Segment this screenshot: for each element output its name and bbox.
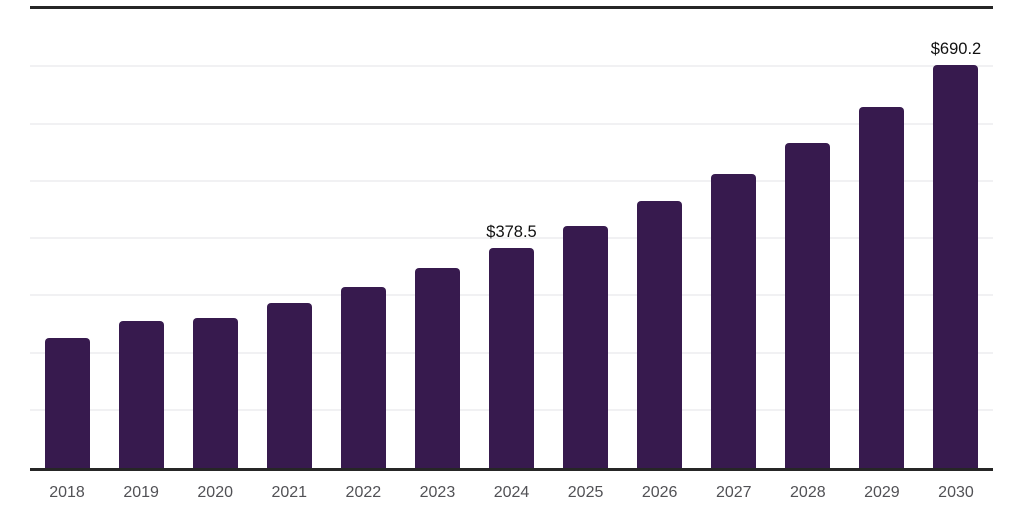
- bar-slot-2024: $378.5: [474, 0, 548, 470]
- bar-slot-2026: [623, 0, 697, 470]
- gridline: [30, 65, 993, 68]
- x-tick-label-2024: 2024: [493, 484, 530, 501]
- x-tick-label-2028: 2028: [790, 484, 826, 501]
- gridline: [30, 179, 993, 182]
- x-tick-label-2026: 2026: [641, 484, 678, 501]
- plot-area: $378.5 $690.2 2018 2019 2020 2021 2022 2023 202…: [30, 0, 993, 512]
- bar-2019: [118, 320, 164, 470]
- bar-slot-2022: [326, 0, 400, 470]
- plot-top-border-line: [30, 6, 993, 9]
- x-tick-label-2029: 2029: [864, 484, 900, 501]
- x-tick-label-2022: 2022: [345, 484, 382, 501]
- bars-container: $378.5 $690.2: [30, 0, 993, 470]
- bar-slot-2030: $690.2: [919, 0, 993, 470]
- bar-slot-2023: [400, 0, 474, 470]
- x-tick-label-2027: 2027: [715, 484, 752, 501]
- x-tick-label-2020: 2020: [197, 484, 233, 501]
- bar-slot-2029: [845, 0, 919, 470]
- bar-slot-2021: [252, 0, 326, 470]
- bar-value-label-2030: $690.2: [930, 39, 982, 58]
- bar-2021: [266, 302, 312, 470]
- x-tick-label-2023: 2023: [419, 484, 456, 501]
- bar-2030: [933, 64, 979, 470]
- x-tick-label-2021: 2021: [271, 484, 308, 501]
- x-tick-label-2018: 2018: [49, 484, 85, 501]
- bar-2022: [340, 286, 386, 470]
- bar-2026: [637, 200, 683, 470]
- x-tick-label-2030: 2030: [938, 484, 974, 501]
- gridline: [30, 122, 993, 125]
- bar-2025: [563, 225, 609, 470]
- bar-slot-2028: [771, 0, 845, 470]
- bar-2027: [711, 173, 757, 470]
- bar-slot-2027: [697, 0, 771, 470]
- bar-2028: [785, 142, 831, 470]
- bar-value-label-2024: $378.5: [486, 222, 537, 241]
- bar-2020: [192, 317, 238, 470]
- bar-2029: [859, 107, 905, 470]
- bar-slot-2019: [104, 0, 178, 470]
- bar-slot-2020: [178, 0, 252, 470]
- bar-2024: [489, 247, 534, 470]
- x-tick-label-2019: 2019: [123, 484, 159, 501]
- x-axis-line: [30, 468, 993, 471]
- bar-2018: [44, 337, 90, 470]
- x-axis-labels: 2018 2019 2020 2021 2022 2023 2024 2025 2026 2027…: [30, 483, 993, 503]
- bar-slot-2025: [549, 0, 623, 470]
- bar-2023: [414, 267, 460, 470]
- x-tick-label-2025: 2025: [567, 484, 604, 501]
- gridline: [30, 237, 993, 239]
- bar-slot-2018: [30, 0, 104, 470]
